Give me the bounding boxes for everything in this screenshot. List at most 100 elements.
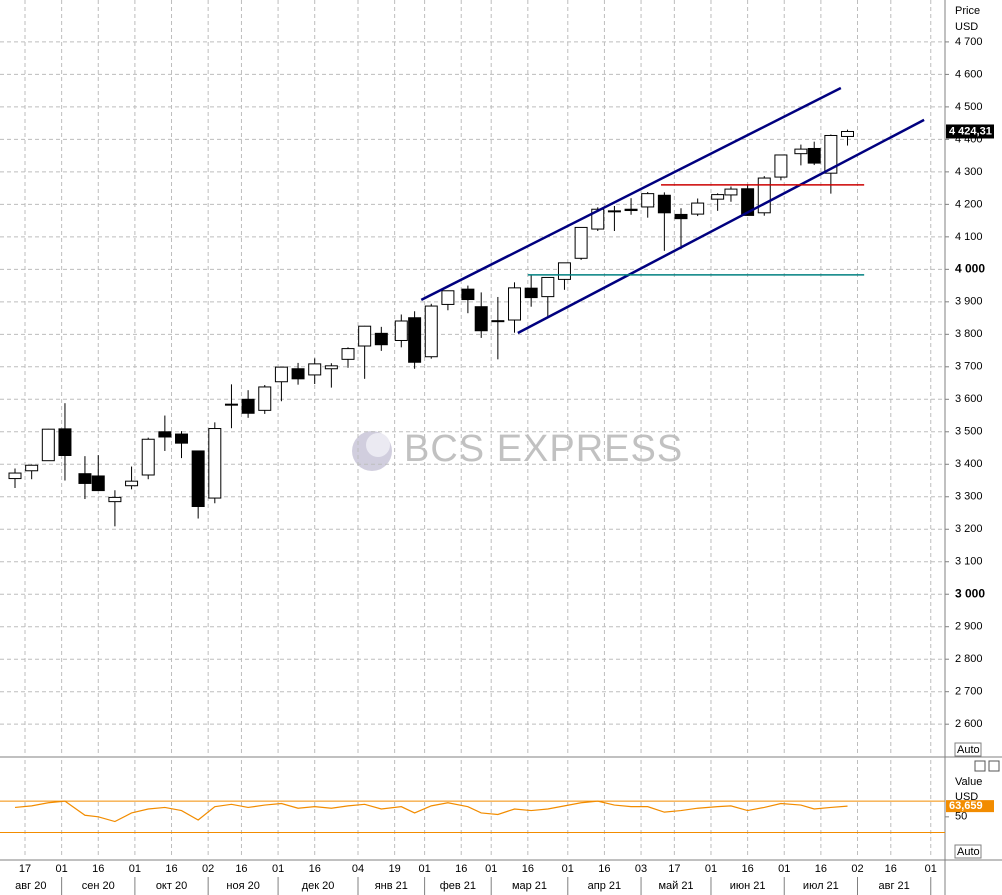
x-tick-label: 01 xyxy=(129,863,141,875)
watermark-text: BCS EXPRESS xyxy=(404,428,683,470)
x-tick-label: 01 xyxy=(705,863,717,875)
candle-body xyxy=(474,306,488,332)
candle-body xyxy=(574,226,588,259)
month-label: июл 21 xyxy=(803,880,839,892)
auto-label[interactable]: Auto xyxy=(957,846,980,858)
axis-unit: USD xyxy=(955,791,978,803)
candle-body xyxy=(241,398,255,414)
candle-body xyxy=(441,290,455,305)
x-tick-label: 04 xyxy=(352,863,364,875)
axis-title: Value xyxy=(955,776,982,788)
candle-body xyxy=(824,134,838,174)
panel-button[interactable] xyxy=(974,760,986,772)
y-tick-label: 3 300 xyxy=(955,491,983,503)
month-label: фев 21 xyxy=(440,880,476,892)
candle-body xyxy=(58,428,72,456)
candle-body xyxy=(108,496,122,503)
candle-body xyxy=(141,438,155,476)
candle-body xyxy=(508,287,522,321)
candle-body xyxy=(324,365,338,370)
candle-body xyxy=(291,368,305,380)
watermark: BCS EXPRESS xyxy=(352,428,683,471)
candle-body xyxy=(641,193,655,208)
x-tick-label: 01 xyxy=(418,863,430,875)
month-label: апр 21 xyxy=(588,880,621,892)
y-tick-label: 4 000 xyxy=(955,262,985,276)
trend-line xyxy=(517,118,925,335)
candle-body xyxy=(807,147,821,164)
candle-body xyxy=(8,472,22,480)
y-tick-label: 4 300 xyxy=(955,166,983,178)
candle-body xyxy=(774,154,788,178)
candle-body xyxy=(624,208,638,212)
candle-body xyxy=(274,366,288,383)
auto-button[interactable] xyxy=(954,844,982,859)
y-tick-label: 3 700 xyxy=(955,361,983,373)
candle-body xyxy=(41,428,55,462)
x-tick-label: 01 xyxy=(272,863,284,875)
candle-body xyxy=(691,202,705,215)
candle-body xyxy=(341,348,355,360)
auto-label[interactable]: Auto xyxy=(957,744,980,756)
watermark-logo xyxy=(366,433,390,457)
month-label: ноя 20 xyxy=(226,880,259,892)
y-tick-label: 3 200 xyxy=(955,523,983,535)
candle-body xyxy=(674,213,688,220)
y-tick-label: 2 800 xyxy=(955,653,983,665)
x-tick-label: 16 xyxy=(885,863,897,875)
candle-body xyxy=(724,188,738,196)
month-label: сен 20 xyxy=(82,880,115,892)
candle-body xyxy=(191,450,205,508)
last-price-box xyxy=(946,124,994,139)
x-tick-label: 01 xyxy=(925,863,937,875)
month-label: янв 21 xyxy=(375,880,408,892)
last-price-label: 4 424,31 xyxy=(949,125,992,137)
y-tick-label: 3 600 xyxy=(955,393,983,405)
candle-body xyxy=(308,363,322,376)
x-tick-label: 19 xyxy=(389,863,401,875)
candle-body xyxy=(741,188,755,216)
x-tick-label: 16 xyxy=(815,863,827,875)
auto-button[interactable] xyxy=(954,742,982,757)
x-tick-label: 16 xyxy=(235,863,247,875)
x-tick-label: 16 xyxy=(165,863,177,875)
y-tick-label: 2 900 xyxy=(955,621,983,633)
candle-body xyxy=(794,148,808,155)
x-tick-label: 02 xyxy=(202,863,214,875)
candle-body xyxy=(258,386,272,411)
candle-body xyxy=(541,276,555,298)
y-tick-label: 2 600 xyxy=(955,718,983,730)
candle-body xyxy=(591,208,605,230)
candle-body xyxy=(125,480,139,487)
axis-unit: USD xyxy=(955,21,978,33)
x-tick-label: 16 xyxy=(92,863,104,875)
x-tick-label: 02 xyxy=(851,863,863,875)
x-tick-label: 16 xyxy=(741,863,753,875)
panel-button[interactable] xyxy=(988,760,1000,772)
candle-body xyxy=(175,433,189,444)
candle-body xyxy=(711,194,725,200)
candle-body xyxy=(208,428,222,499)
candle-body xyxy=(408,317,422,363)
indicator-line xyxy=(14,800,848,823)
y-tick-label: 4 500 xyxy=(955,101,983,113)
candle-body xyxy=(424,305,438,358)
x-tick-label: 01 xyxy=(485,863,497,875)
y-tick-label: 3 000 xyxy=(955,586,985,600)
y-tick-label: 3 500 xyxy=(955,426,983,438)
y-tick-label: 2 700 xyxy=(955,686,983,698)
watermark-logo xyxy=(352,431,392,471)
month-label: авг 21 xyxy=(878,880,909,892)
candle-body xyxy=(757,177,771,214)
y-tick-label: 4 600 xyxy=(955,68,983,80)
y-tick-label: 4 200 xyxy=(955,198,983,210)
x-tick-label: 01 xyxy=(778,863,790,875)
grid xyxy=(0,0,945,858)
x-tick-label: 03 xyxy=(635,863,647,875)
x-tick-label: 17 xyxy=(19,863,31,875)
candle-body xyxy=(524,287,538,299)
x-tick-label: 01 xyxy=(562,863,574,875)
x-tick-label: 17 xyxy=(668,863,680,875)
y-tick-label: 3 900 xyxy=(955,296,983,308)
